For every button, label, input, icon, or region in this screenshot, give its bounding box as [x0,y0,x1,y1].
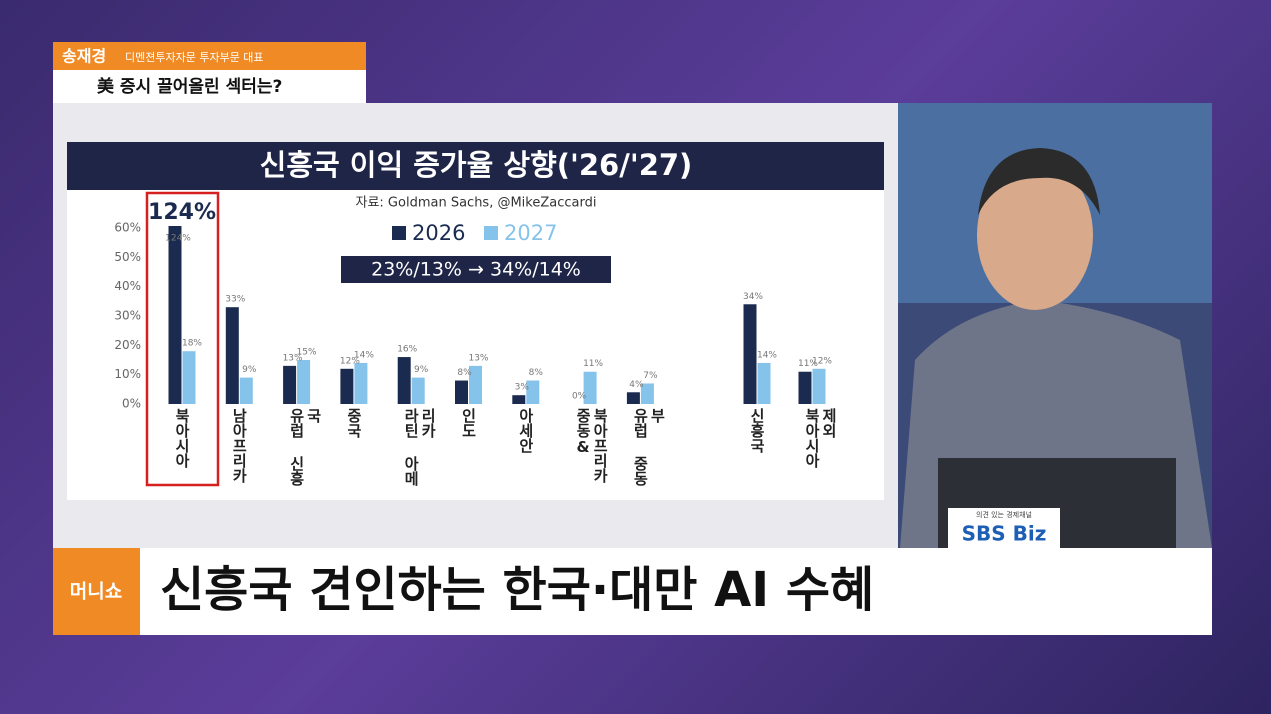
value-label: 18% [182,339,202,349]
value-label: 8% [457,368,472,378]
title-bar [67,142,884,190]
legend-label: 2026 [412,221,465,245]
bar [411,377,425,404]
bar [812,368,826,404]
bar [469,365,482,404]
value-label: 11% [798,359,818,369]
value-label: 9% [242,365,257,375]
bar [340,368,354,404]
value-label: 4% [629,380,644,390]
value-label: 3% [515,383,530,393]
x-tick-label: 유럽 중동부 [631,408,667,486]
logo: 머니쇼 [70,581,122,603]
annotation-box [341,256,611,283]
bar [626,392,640,404]
speaker-title: 디멘젼투자자문 투자부문 대표 [125,51,264,64]
annotation: 23%/13% → 34%/14% [371,259,581,281]
bar [798,371,812,404]
y-tick-label: 10% [114,367,141,381]
y-tick-label: 40% [114,279,141,293]
channel-slogan: 의견 있는 경제채널 [976,510,1032,519]
logo-box [53,548,140,635]
chart-title: 신흥국 이익 증가율 상향('26/'27) [260,148,693,182]
value-label: 0% [572,392,587,402]
x-tick-label: 유럽 신흥국 [287,408,323,486]
value-label: 16% [397,345,417,355]
highlight-label: 124% [148,200,216,225]
x-tick-label: 북아시아 [173,408,191,468]
plot [168,226,826,405]
topic: 美 증시 끌어올린 섹터는? [97,76,282,97]
source: 자료: Goldman Sachs, @MikeZaccardi [356,196,597,211]
bar [583,371,597,404]
value-label: 14% [757,350,777,360]
x-tick-label: 중국 [344,408,363,438]
name-bar [53,42,366,70]
speaker-head [977,160,1093,310]
x-tick-label: 아세안 [516,408,535,453]
legend-swatch [484,226,498,240]
value-label: 13% [468,353,488,363]
channel: SBS Biz [962,522,1047,546]
x-tick-label: 신흥국 [748,408,766,453]
topic-bar [53,70,366,103]
value-label: 34% [743,292,763,302]
bar [283,365,297,404]
bar [640,383,654,404]
highlight-box [145,191,220,487]
value-label: 13% [283,353,303,363]
headline: 신흥국 견인하는 한국·대만 AI 수혜 [160,562,874,618]
value-label: 12% [340,356,360,366]
y-tick-label: 20% [114,338,141,352]
value-label: 9% [414,365,429,375]
bar [225,307,239,404]
value-label: 7% [643,371,658,381]
bar [182,351,196,404]
bar [757,362,771,404]
value-label: 124% [165,234,191,244]
bar [354,362,368,404]
headline-bar [140,548,1212,635]
x-tick-label: 라틴 아메리카 [402,408,438,486]
legend-label: 2027 [504,221,557,245]
bar [743,304,757,404]
x-tick-label: 남아프리카 [230,408,249,483]
bar [526,380,540,404]
bar [239,377,253,404]
bar [512,395,526,404]
bar [297,360,311,404]
value-label: 12% [812,356,832,366]
legend-swatch [392,226,406,240]
y-tick-label: 50% [114,250,141,264]
bar [397,357,411,404]
bar [168,226,182,405]
x-tick-label: 중동& 북아프리카 [574,408,610,483]
channel-logo-box [948,508,1060,548]
speaker-hair [978,148,1100,215]
speaker-name: 송재경 [62,47,106,66]
y-tick-label: 30% [114,309,141,323]
x-tick-label: 북아시아 제외 [803,408,838,468]
bar [455,380,468,404]
y-tick-label: 60% [114,221,141,235]
value-label: 14% [354,350,374,360]
value-label: 15% [297,348,317,358]
x-tick-label: 인도 [459,408,478,438]
value-label: 11% [583,359,603,369]
y-tick-label: 0% [122,397,141,411]
value-label: 33% [225,295,245,305]
value-label: 8% [529,368,544,378]
